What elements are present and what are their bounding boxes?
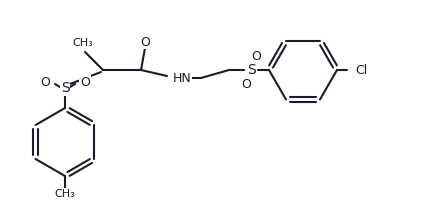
- Text: O: O: [80, 75, 90, 88]
- Text: CH₃: CH₃: [55, 189, 76, 199]
- Text: O: O: [140, 35, 150, 49]
- Text: S: S: [247, 63, 255, 77]
- Text: CH₃: CH₃: [72, 38, 93, 48]
- Text: O: O: [251, 50, 261, 62]
- Text: S: S: [61, 81, 69, 95]
- Text: O: O: [241, 78, 251, 90]
- Text: HN: HN: [173, 71, 192, 84]
- Text: O: O: [40, 75, 50, 88]
- Text: Cl: Cl: [355, 63, 367, 77]
